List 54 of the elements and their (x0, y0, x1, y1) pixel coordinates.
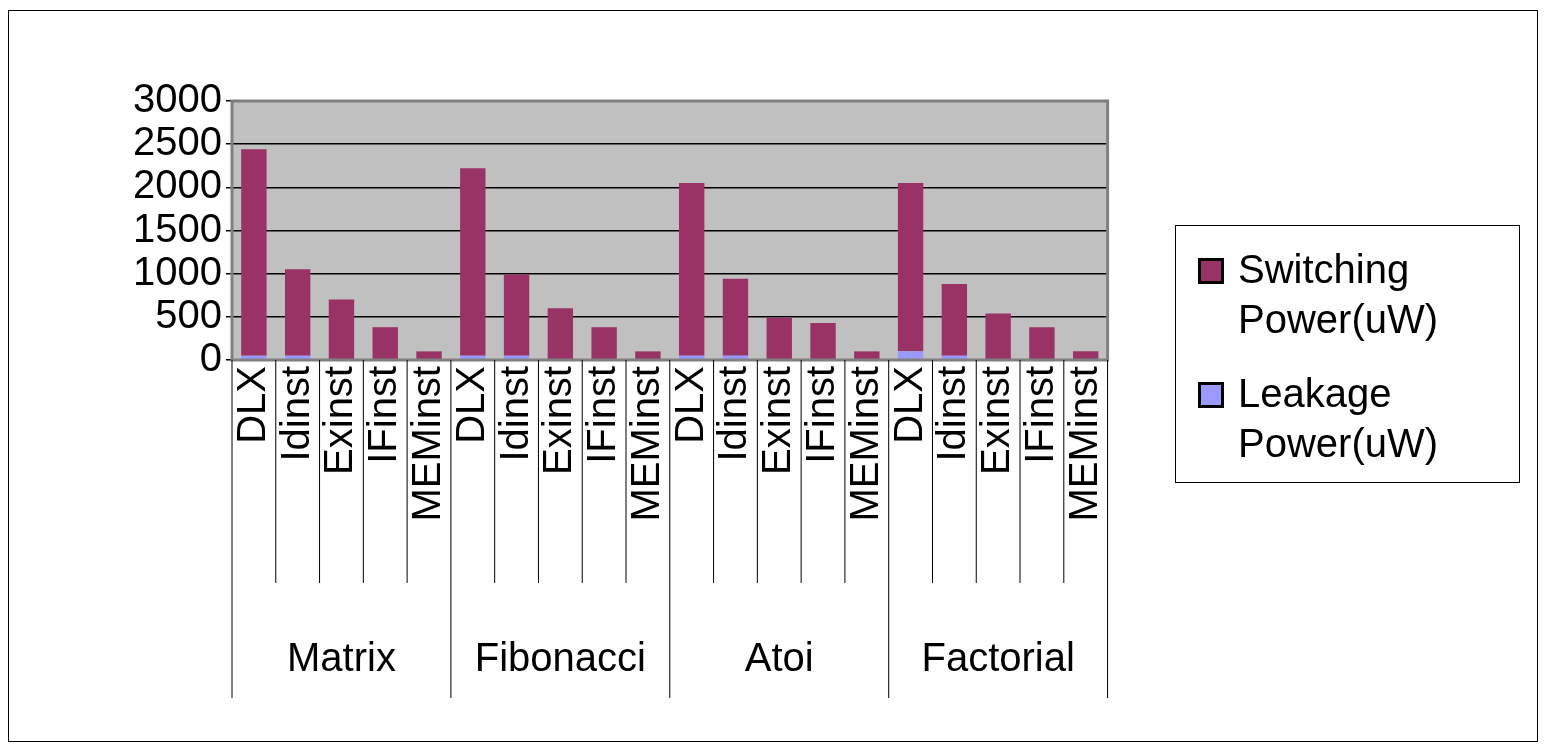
x-tick-label: DLX (666, 366, 711, 444)
bar (897, 183, 924, 352)
bar (722, 278, 749, 356)
y-tick-label: 1500 (133, 205, 222, 250)
bar (416, 351, 442, 360)
x-tick-label: DLX (447, 366, 492, 444)
bar (591, 327, 617, 360)
x-tick-label: Idinst (710, 366, 755, 462)
x-tick-label: MEMinst (1060, 366, 1105, 522)
legend-label: Switching Power(uW) (1238, 246, 1440, 343)
x-tick-label: MEMinst (841, 366, 886, 522)
bar (766, 317, 792, 360)
bar (503, 274, 530, 356)
x-tick-label: Exinst (754, 366, 799, 475)
x-tick-label: MEMinst (622, 366, 667, 522)
x-tick-label: DLX (885, 366, 930, 444)
x-tick-label: IFinst (360, 366, 405, 464)
bar (1073, 351, 1099, 360)
legend-label: Leakage Power(uW) (1238, 370, 1440, 467)
x-tick-label: MEMinst (404, 366, 449, 522)
x-tick-label: Idinst (929, 366, 974, 462)
bar (678, 183, 705, 356)
bar (897, 351, 924, 360)
bar (460, 168, 486, 356)
bar (328, 299, 355, 360)
y-tick-label: 3000 (133, 76, 222, 121)
x-tick-label: Idinst (491, 366, 536, 462)
x-tick-label: IFinst (579, 366, 624, 464)
bar (854, 351, 880, 360)
y-tick-label: 2000 (133, 162, 222, 207)
y-tick-label: 1000 (133, 248, 222, 293)
y-tick-label: 500 (155, 291, 222, 336)
y-tick-label: 0 (199, 335, 222, 380)
bar (547, 308, 574, 360)
bar (941, 284, 968, 356)
x-tick-label: Exinst (535, 366, 580, 475)
bar (635, 351, 661, 360)
x-tick-label: Exinst (973, 366, 1018, 475)
x-tick-label: DLX (228, 366, 273, 444)
text: Matrix (287, 635, 396, 680)
bar (985, 313, 1011, 360)
bar (241, 149, 267, 356)
x-tick-label: Idinst (272, 366, 317, 462)
bar (372, 327, 398, 360)
y-tick-label: 2500 (133, 119, 222, 164)
x-tick-label: IFinst (1016, 366, 1061, 464)
text: Atoi (744, 635, 814, 680)
bar (284, 269, 311, 356)
bar (1029, 327, 1055, 360)
x-tick-label: IFinst (798, 366, 843, 464)
text: Fibonacci (474, 635, 646, 680)
x-tick-label: Exinst (316, 366, 361, 475)
bar (810, 322, 836, 360)
text: Factorial (921, 635, 1075, 680)
